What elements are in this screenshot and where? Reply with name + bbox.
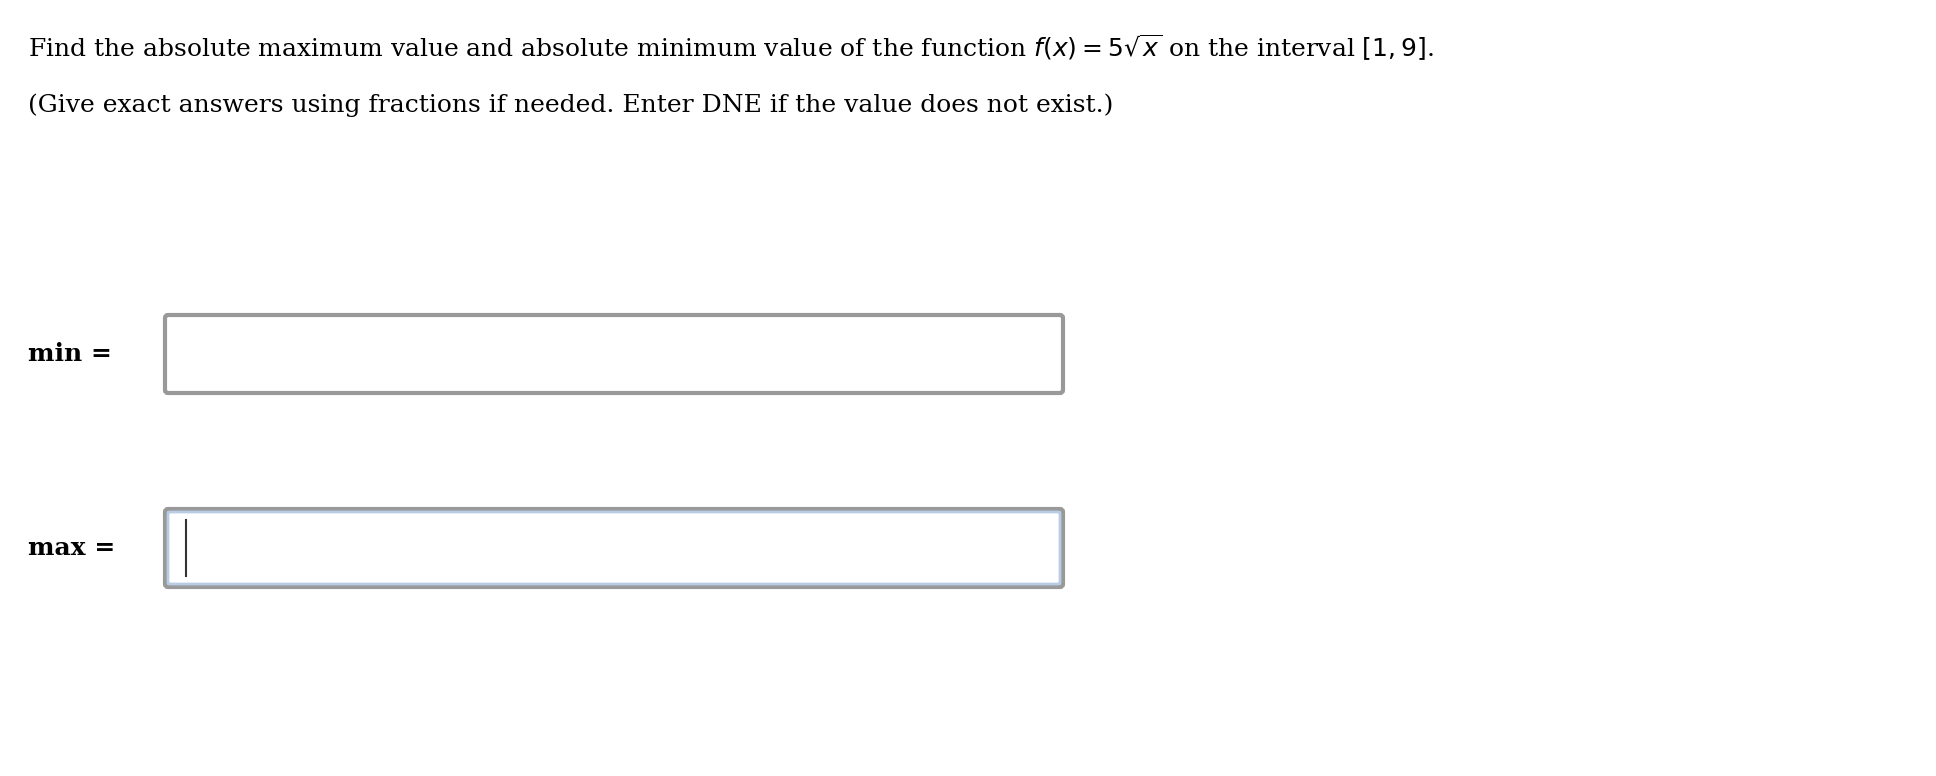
Text: min =: min =	[27, 342, 112, 366]
FancyBboxPatch shape	[168, 512, 1061, 584]
Text: Find the absolute maximum value and absolute minimum value of the function $f(x): Find the absolute maximum value and abso…	[27, 33, 1435, 64]
Text: max =: max =	[27, 536, 116, 560]
Text: (Give exact answers using fractions if needed. Enter DNE if the value does not e: (Give exact answers using fractions if n…	[27, 93, 1113, 116]
FancyBboxPatch shape	[165, 509, 1063, 587]
FancyBboxPatch shape	[165, 315, 1063, 393]
